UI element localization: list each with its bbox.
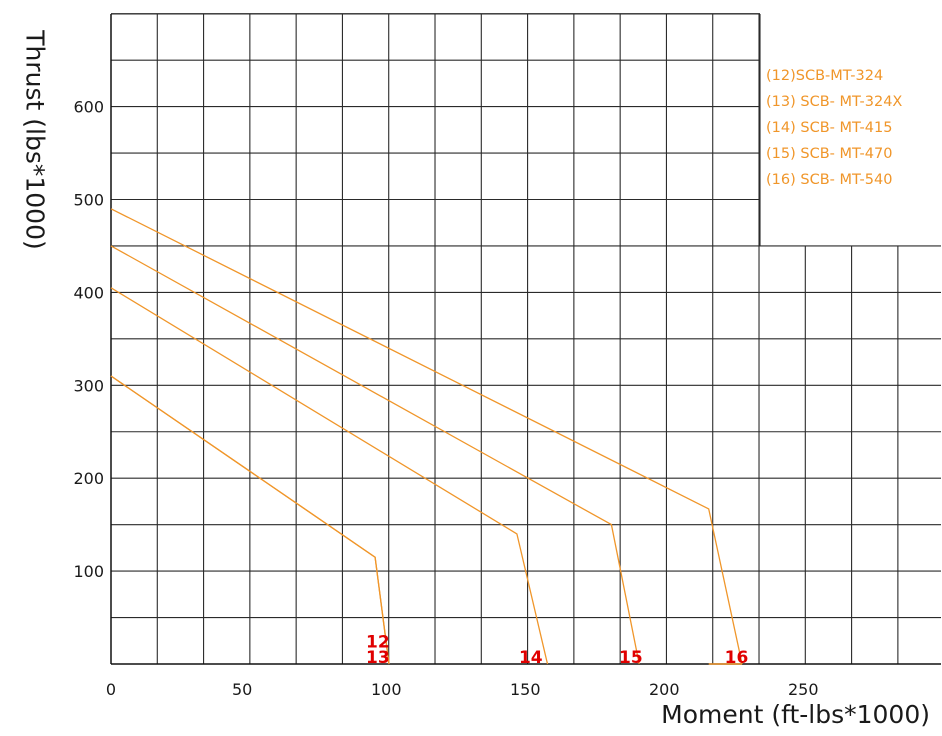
legend: (12)SCB-MT-324 (13) SCB- MT-324X (14) SC… — [766, 63, 902, 193]
curve-label-15: 15 — [619, 648, 643, 668]
chart-grid — [110, 13, 941, 665]
curve-label-14: 14 — [519, 648, 543, 668]
x-tick-label: 100 — [371, 680, 402, 699]
series-line-15 — [110, 245, 640, 665]
x-axis-label: Moment (ft-lbs*1000) — [661, 700, 930, 729]
y-axis-label: Thrust (lbs*1000) — [20, 30, 50, 250]
y-axis-label-wrap: Thrust (lbs*1000) — [0, 0, 60, 280]
y-tick-label: 100 — [73, 562, 104, 581]
y-tick-label: 300 — [73, 376, 104, 395]
legend-item: (15) SCB- MT-470 — [766, 146, 893, 162]
x-tick-label: 150 — [510, 680, 541, 699]
x-tick-label: 50 — [232, 680, 252, 699]
legend-item: (13) SCB- MT-324X — [766, 94, 903, 110]
legend-item: (12)SCB-MT-324 — [766, 68, 884, 84]
chart-ticks: 0 50 100 150 200 250 100 200 300 400 500 600 — [73, 98, 818, 699]
x-tick-label: 250 — [788, 680, 819, 699]
curve-label-13: 13 — [366, 648, 390, 668]
chart-series — [110, 208, 743, 665]
legend-item: (14) SCB- MT-415 — [766, 120, 893, 136]
series-line-13 — [110, 375, 390, 665]
y-tick-label: 600 — [73, 98, 104, 117]
x-tick-label: 200 — [649, 680, 680, 699]
curve-label-16: 16 — [725, 648, 749, 668]
y-tick-label: 200 — [73, 469, 104, 488]
series-line-16 — [110, 208, 743, 665]
curve-label-12: 12 — [366, 632, 390, 652]
series-line-14 — [110, 287, 549, 665]
y-tick-label: 500 — [73, 191, 104, 210]
legend-item: (16) SCB- MT-540 — [766, 172, 893, 188]
x-tick-label: 0 — [106, 680, 116, 699]
y-tick-label: 400 — [73, 283, 104, 302]
